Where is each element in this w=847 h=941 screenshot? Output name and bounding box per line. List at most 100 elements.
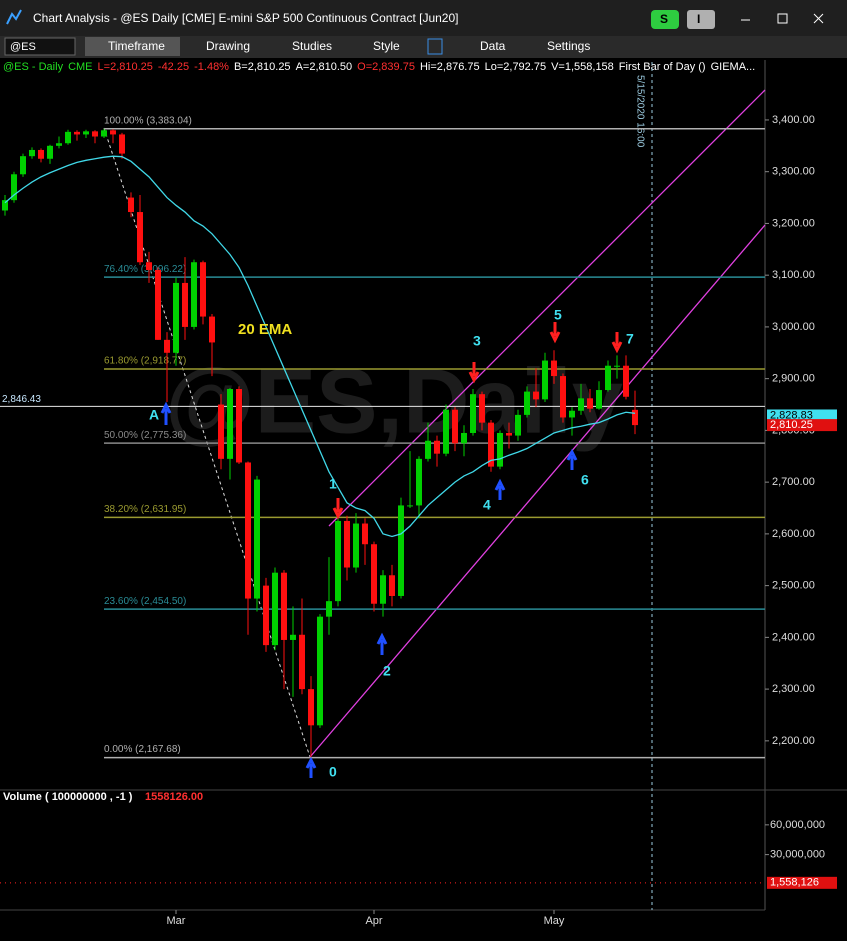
wave-label: 6: [581, 472, 589, 488]
volume-tick-label: 30,000,000: [770, 849, 825, 861]
candle-body: [290, 634, 296, 640]
channel-line: [309, 224, 766, 758]
maximize-button[interactable]: [777, 13, 788, 24]
candle-body: [65, 131, 71, 144]
candle-body: [353, 523, 359, 568]
x-tick-label: May: [544, 915, 565, 927]
y-tick-label: 2,200.00: [772, 735, 815, 747]
candle-body: [137, 212, 143, 263]
wave-label: 3: [473, 333, 481, 349]
candle-body: [497, 432, 503, 467]
candle-body: [110, 130, 116, 135]
candle-body: [245, 462, 251, 599]
candle-body: [623, 365, 629, 397]
candle-body: [38, 149, 44, 159]
toolbar-item[interactable]: Data: [480, 39, 506, 53]
candle-body: [407, 505, 413, 507]
wave-label: 0: [329, 764, 337, 780]
candle-body: [308, 689, 314, 726]
candle-body: [20, 156, 26, 175]
candle-body: [488, 422, 494, 467]
wave-label: 1: [329, 476, 337, 492]
candle-body: [569, 410, 575, 418]
plot-layer: 2,200.00 2,300.00 2,400.00 2,500.00 2,600.00…: [0, 114, 837, 927]
wave-label: 7: [626, 331, 634, 347]
window-title: Chart Analysis - @ES Daily [CME] E-mini …: [33, 11, 458, 25]
status-badge[interactable]: [687, 10, 715, 29]
candle-body: [236, 389, 242, 463]
info-item: O=2,839.75: [357, 61, 415, 73]
volume-label: 1,558,126: [770, 877, 819, 889]
candle-body: [470, 394, 476, 433]
volume-title: Volume ( 100000000 , -1 ): [3, 791, 133, 803]
candle-body: [632, 409, 638, 426]
ema-label: 20 EMA: [238, 321, 292, 338]
toolbar-item[interactable]: Drawing: [206, 39, 250, 53]
candle-body: [164, 339, 170, 353]
toolbar-item[interactable]: Timeframe: [108, 39, 165, 53]
candle-body: [11, 174, 17, 201]
info-bar: @ES - Daily CME L=2,810.25 -42.25 -1.48% B=2,…: [3, 61, 755, 73]
fib-label: 0.00% (2,167.68): [104, 744, 181, 755]
info-item: Lo=2,792.75: [485, 61, 546, 73]
fib-label: 100.00% (3,383.04): [104, 115, 192, 126]
badge-text: S: [660, 12, 668, 26]
candle-body: [83, 131, 89, 135]
candle-body: [506, 432, 512, 436]
candle-body: [200, 262, 206, 317]
price-label: 2,810.25: [770, 419, 813, 431]
candle-body: [479, 394, 485, 423]
y-tick-label: 3,300.00: [772, 166, 815, 178]
price-label: 2,828.83: [770, 409, 813, 421]
candle-body: [227, 389, 233, 459]
candle-body: [452, 409, 458, 444]
y-tick-label: 2,400.00: [772, 631, 815, 643]
status-badge[interactable]: [651, 10, 679, 29]
candle-body: [146, 262, 152, 270]
candle-body: [371, 544, 377, 604]
ema-line: [4, 155, 636, 538]
candle-body: [254, 479, 260, 599]
symbol-box[interactable]: [4, 37, 76, 56]
candle-body: [29, 149, 35, 157]
badge-text: I: [697, 12, 700, 26]
candle-body: [389, 575, 395, 596]
fib-label: 23.60% (2,454.50): [104, 596, 186, 607]
layout-icon[interactable]: [427, 38, 443, 55]
candle-body: [542, 360, 548, 400]
candle-body: [398, 505, 404, 596]
toolbar-item[interactable]: Settings: [547, 39, 590, 53]
candle-body: [119, 134, 125, 154]
y-tick-label: 2,700.00: [772, 476, 815, 488]
toolbar-item[interactable]: Studies: [292, 39, 332, 53]
info-item: CME: [68, 61, 92, 73]
info-item: L=2,810.25: [98, 61, 153, 73]
y-tick-label: 3,100.00: [772, 269, 815, 281]
symbol-input: @ES: [10, 41, 36, 53]
channel-line: [328, 89, 766, 527]
info-item: A=2,810.50: [296, 61, 353, 73]
candle-body: [56, 143, 62, 146]
candle-body: [515, 414, 521, 436]
up-arrow: [566, 448, 578, 470]
wave-labels: A 0 1 2 3 4 5 6 7: [149, 307, 634, 780]
candle-body: [92, 131, 98, 137]
fib-label: 38.20% (2,631.95): [104, 504, 186, 515]
candle-body: [425, 440, 431, 459]
candle-body: [182, 282, 188, 327]
y-tick-label: 2,900.00: [772, 373, 815, 385]
wave-label: A: [149, 407, 159, 423]
timeframe-button[interactable]: [85, 37, 180, 56]
x-tick-label: Apr: [365, 915, 382, 927]
toolbar-item[interactable]: Style: [373, 39, 400, 53]
close-button[interactable]: [813, 13, 824, 24]
candle-body: [209, 316, 215, 343]
fib-label: 61.80% (2,918.77): [104, 356, 186, 367]
candle-body: [155, 270, 161, 340]
y-tick-label: 2,300.00: [772, 683, 815, 695]
wave-label: 2: [383, 663, 391, 679]
candle-body: [263, 585, 269, 646]
candle-body: [101, 130, 107, 137]
